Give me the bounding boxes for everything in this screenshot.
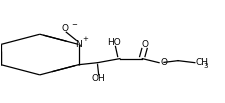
Text: O: O [62,24,69,33]
Text: O: O [141,40,148,49]
Text: +: + [82,36,88,42]
Text: HO: HO [108,38,121,47]
Text: O: O [160,58,167,67]
Text: N: N [75,40,82,49]
Text: CH: CH [196,58,209,67]
Text: 3: 3 [203,63,208,69]
Text: OH: OH [92,74,106,83]
Text: −: − [72,22,77,28]
